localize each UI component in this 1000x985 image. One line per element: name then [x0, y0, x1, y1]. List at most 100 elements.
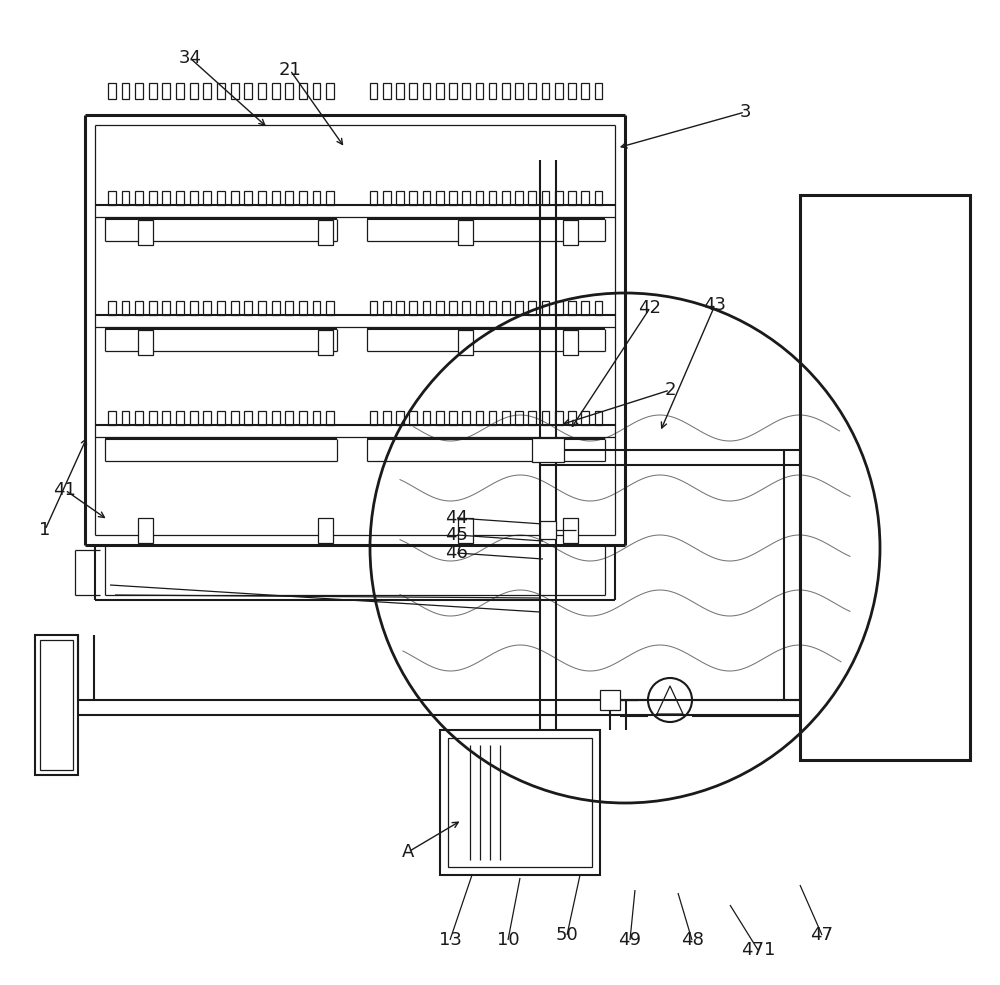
Bar	[108, 411, 116, 425]
Bar	[542, 301, 549, 315]
Bar	[313, 301, 320, 315]
Bar	[462, 411, 470, 425]
Bar	[190, 301, 198, 315]
Bar	[409, 301, 417, 315]
Bar	[244, 301, 252, 315]
Bar	[528, 191, 536, 205]
Bar	[231, 191, 239, 205]
Bar	[581, 191, 589, 205]
Bar	[462, 191, 470, 205]
Bar	[135, 191, 143, 205]
Bar	[272, 83, 280, 99]
Bar	[423, 83, 430, 99]
Bar	[396, 83, 404, 99]
Bar	[489, 83, 496, 99]
Bar	[217, 83, 225, 99]
Bar	[217, 411, 225, 425]
Bar	[217, 301, 225, 315]
Bar	[555, 411, 563, 425]
Bar	[138, 220, 153, 245]
Bar	[581, 411, 589, 425]
Bar	[449, 301, 457, 315]
Bar	[462, 301, 470, 315]
Bar	[528, 83, 536, 99]
Bar	[203, 83, 211, 99]
Bar	[370, 301, 377, 315]
Bar	[138, 330, 153, 355]
Bar	[600, 690, 620, 710]
Bar	[108, 191, 116, 205]
Bar	[476, 411, 483, 425]
Bar	[285, 83, 293, 99]
Bar	[528, 411, 536, 425]
Bar	[108, 301, 116, 315]
Bar	[568, 191, 576, 205]
Bar	[217, 191, 225, 205]
Text: 3: 3	[739, 103, 751, 121]
Bar	[176, 301, 184, 315]
Bar	[595, 83, 602, 99]
Bar	[568, 301, 576, 315]
Bar	[423, 191, 430, 205]
Bar	[318, 330, 333, 355]
Bar	[318, 518, 333, 543]
Bar	[231, 411, 239, 425]
Bar	[313, 411, 320, 425]
Bar	[449, 83, 457, 99]
Bar	[176, 191, 184, 205]
Bar	[299, 301, 307, 315]
Bar	[396, 301, 404, 315]
Bar	[436, 83, 444, 99]
Bar	[595, 191, 602, 205]
Bar	[532, 438, 564, 462]
Bar	[122, 301, 129, 315]
Text: 50: 50	[556, 926, 578, 944]
Bar	[313, 191, 320, 205]
Bar	[458, 518, 473, 543]
Bar	[476, 191, 483, 205]
Bar	[162, 83, 170, 99]
Bar	[326, 411, 334, 425]
Bar	[272, 411, 280, 425]
Bar	[568, 83, 576, 99]
Bar	[476, 301, 483, 315]
Bar	[502, 83, 510, 99]
Bar	[258, 83, 266, 99]
Bar	[370, 191, 377, 205]
Bar	[528, 301, 536, 315]
Bar	[396, 191, 404, 205]
Bar	[581, 83, 589, 99]
Bar	[258, 191, 266, 205]
Bar	[149, 301, 157, 315]
Bar	[540, 521, 556, 539]
Bar	[370, 411, 377, 425]
Bar	[203, 301, 211, 315]
Bar	[135, 411, 143, 425]
Bar	[244, 411, 252, 425]
Bar	[122, 83, 129, 99]
Bar	[244, 191, 252, 205]
Bar	[476, 83, 483, 99]
Bar	[568, 411, 576, 425]
Bar	[449, 191, 457, 205]
Bar	[162, 191, 170, 205]
Bar	[326, 83, 334, 99]
Text: 44: 44	[446, 509, 468, 527]
Bar	[313, 83, 320, 99]
Bar	[122, 411, 129, 425]
Bar	[502, 411, 510, 425]
Bar	[581, 301, 589, 315]
Text: 2: 2	[664, 381, 676, 399]
Bar	[149, 191, 157, 205]
Text: 46: 46	[446, 544, 468, 562]
Bar	[40, 640, 73, 770]
Bar	[555, 191, 563, 205]
Bar	[542, 83, 549, 99]
Text: 43: 43	[704, 296, 726, 314]
Bar	[383, 191, 391, 205]
Text: A: A	[402, 843, 414, 861]
Text: 471: 471	[741, 941, 775, 959]
Bar	[299, 191, 307, 205]
Bar	[396, 411, 404, 425]
Bar	[285, 411, 293, 425]
